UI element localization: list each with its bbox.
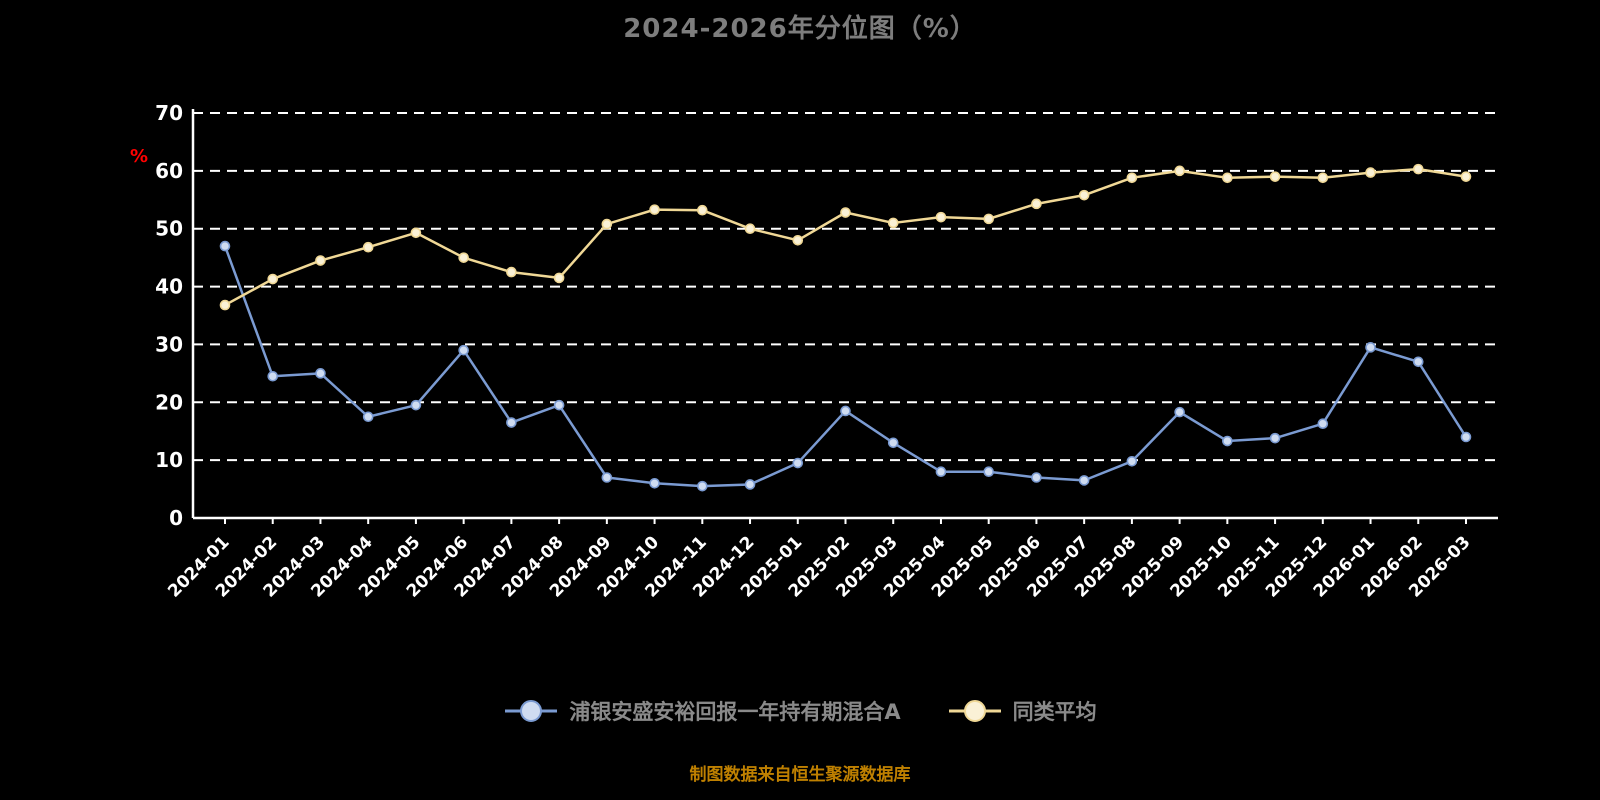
data-point-marker: [362, 411, 374, 423]
data-point-marker: [1412, 163, 1424, 175]
data-point-marker: [506, 417, 517, 428]
data-point-marker: [553, 272, 565, 284]
legend-marker-icon: [948, 700, 1001, 722]
data-point-marker: [410, 227, 422, 239]
series-line: [223, 244, 1468, 488]
data-source-note: 制图数据来自恒生聚源数据库: [689, 765, 911, 785]
data-point-marker: [1031, 472, 1042, 483]
data-point-marker: [792, 457, 804, 469]
y-tick-label: 20: [155, 390, 183, 414]
data-point-marker: [935, 466, 947, 478]
series-line: [223, 167, 1468, 307]
data-point-marker: [983, 213, 994, 225]
legend-item[interactable]: 浦银安盛安裕回报一年持有期混合A: [503, 696, 901, 726]
data-point-marker: [1365, 167, 1376, 178]
data-point-marker: [315, 255, 326, 266]
data-point-marker: [1078, 475, 1090, 486]
data-point-marker: [1317, 172, 1329, 184]
data-point-marker: [267, 370, 279, 382]
y-axis-unit-label: %: [130, 146, 149, 167]
legend-marker-icon: [505, 700, 558, 722]
y-tick-label: 0: [169, 506, 183, 530]
data-point-marker: [792, 234, 804, 246]
data-point-marker: [458, 344, 469, 356]
legend-item[interactable]: 同类平均: [947, 696, 1097, 726]
data-point-marker: [1460, 431, 1472, 443]
chart-area: 0102030405060702024-012024-022024-032024…: [155, 101, 1498, 602]
data-point-marker: [219, 299, 231, 311]
y-tick-label: 10: [155, 448, 183, 472]
y-tick-label: 70: [155, 101, 183, 125]
data-point-marker: [506, 266, 517, 278]
data-point-marker: [410, 399, 422, 411]
y-tick-label: 40: [155, 275, 183, 299]
data-point-marker: [1078, 189, 1090, 201]
data-point-marker: [362, 241, 374, 253]
data-point-marker: [1365, 342, 1376, 353]
data-point-marker: [887, 437, 899, 449]
data-point-marker: [697, 204, 708, 216]
data-point-marker: [1126, 172, 1138, 184]
data-point-marker: [649, 477, 660, 489]
data-point-marker: [601, 472, 613, 483]
data-point-marker: [840, 405, 851, 417]
data-point-marker: [1222, 172, 1233, 184]
data-point-marker: [649, 204, 660, 215]
data-point-marker: [553, 399, 565, 411]
chart-legend: 浦银安盛安裕回报一年持有期混合A 同类平均: [0, 696, 1600, 726]
y-tick-label: 60: [155, 159, 183, 183]
data-point-marker: [983, 466, 994, 478]
data-point-marker: [1031, 198, 1042, 210]
data-point-marker: [1412, 356, 1424, 368]
data-point-marker: [887, 217, 899, 229]
data-point-marker: [1269, 171, 1281, 182]
data-point-marker: [697, 480, 708, 492]
data-point-marker: [1222, 435, 1233, 447]
data-point-marker: [1460, 171, 1472, 182]
data-point-marker: [267, 273, 279, 285]
data-point-marker: [1174, 406, 1185, 418]
data-point-marker: [744, 479, 756, 490]
data-point-marker: [1317, 418, 1329, 429]
data-point-marker: [840, 207, 851, 218]
y-tick-label: 50: [155, 217, 183, 241]
data-point-marker: [601, 218, 613, 230]
data-point-marker: [1126, 455, 1138, 467]
data-point-marker: [935, 211, 947, 223]
data-point-marker: [219, 240, 231, 252]
legend-label: 浦银安盛安裕回报一年持有期混合A: [569, 700, 901, 724]
legend-label: 同类平均: [1012, 700, 1097, 724]
data-point-marker: [315, 368, 326, 379]
data-point-marker: [744, 223, 756, 235]
y-tick-label: 30: [155, 332, 183, 356]
data-point-marker: [1174, 165, 1185, 177]
chart-title: 2024-2026年分位图（%）: [623, 14, 977, 44]
data-point-marker: [1269, 432, 1281, 444]
data-point-marker: [458, 252, 469, 263]
